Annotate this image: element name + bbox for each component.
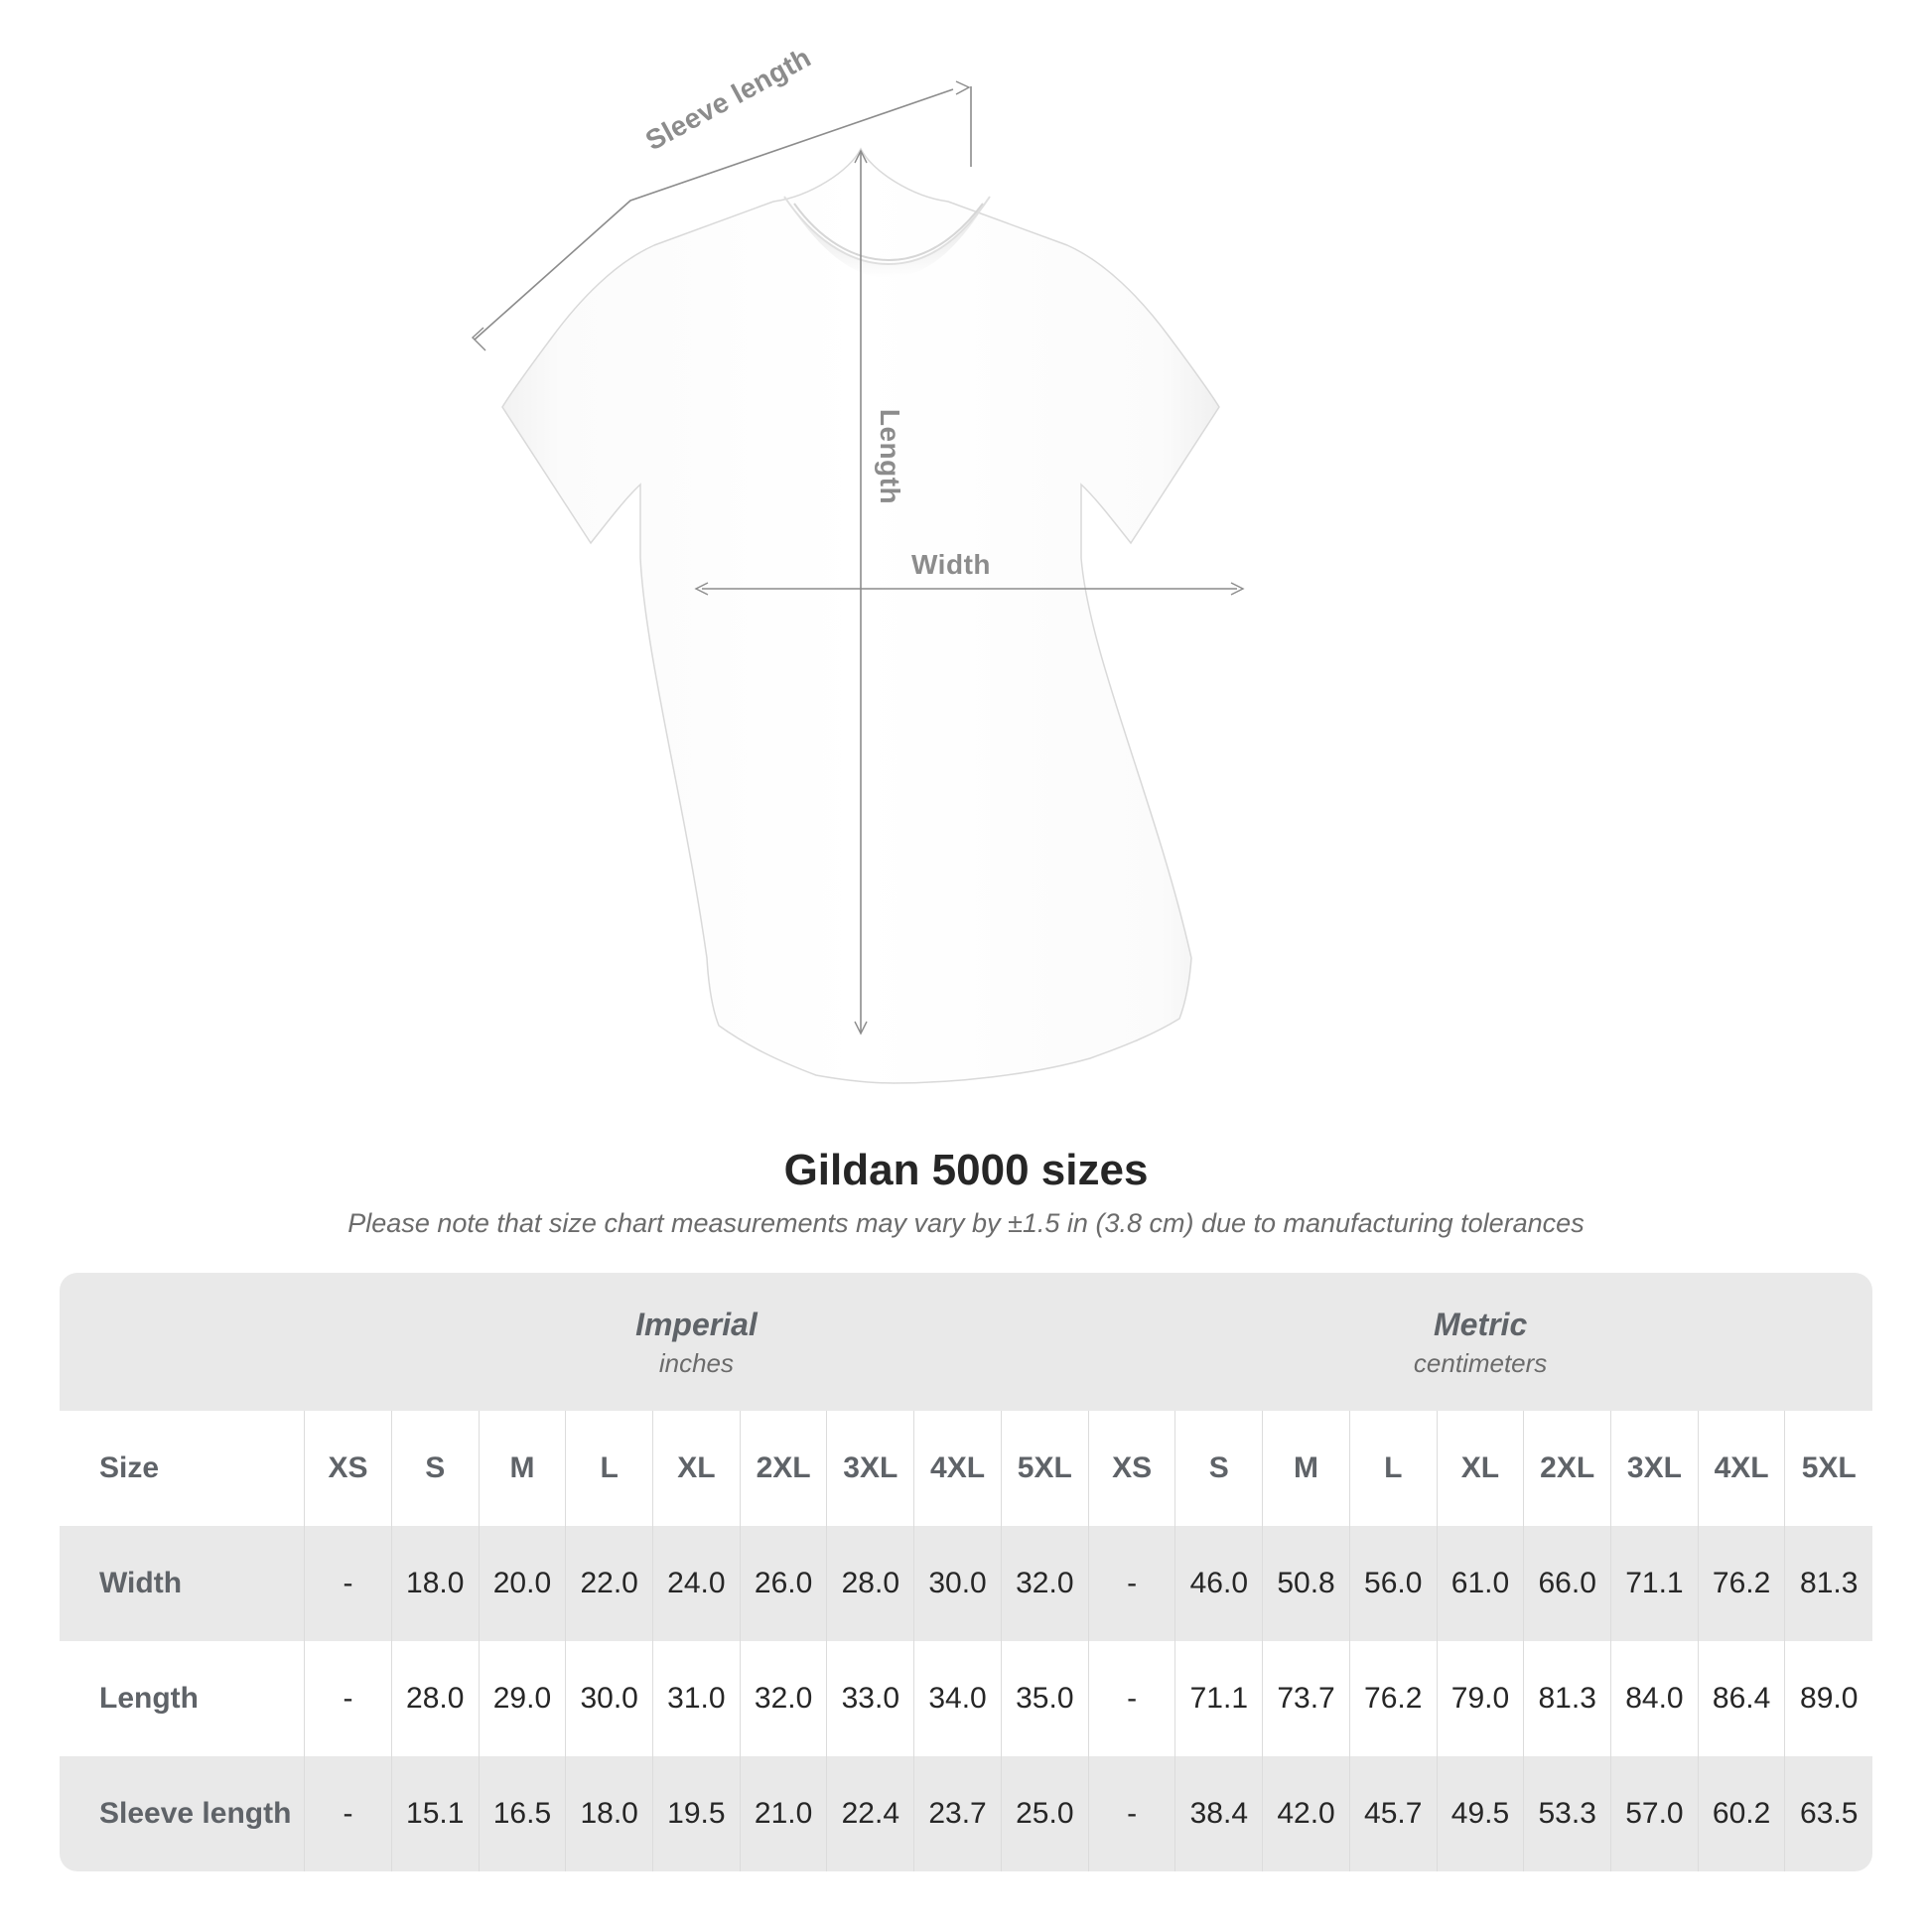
svg-text:Sleeve length: Sleeve length xyxy=(640,42,816,156)
svg-text:Width: Width xyxy=(911,549,991,580)
svg-text:Length: Length xyxy=(875,409,905,504)
